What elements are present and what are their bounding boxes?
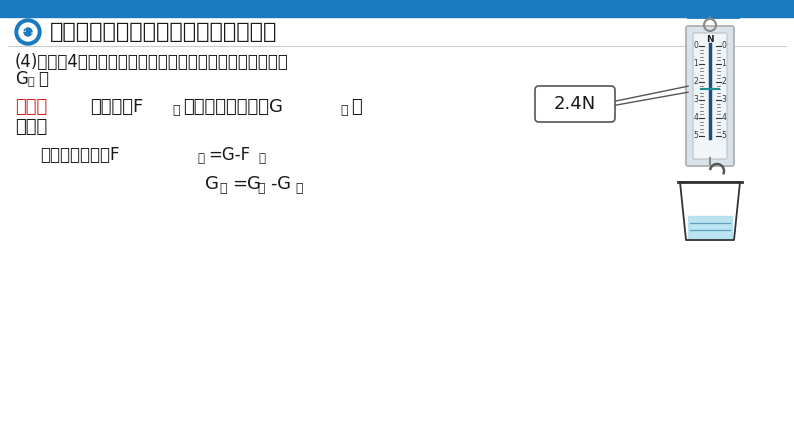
Text: 3: 3 [722, 96, 727, 105]
Text: 如何求出F: 如何求出F [90, 98, 143, 116]
Text: 排: 排 [219, 181, 226, 194]
Circle shape [15, 19, 41, 45]
Text: =G-F: =G-F [208, 146, 250, 164]
FancyBboxPatch shape [686, 26, 734, 166]
Text: 2: 2 [722, 77, 727, 87]
Text: 桶: 桶 [295, 181, 303, 194]
Text: 1: 1 [694, 59, 699, 68]
Polygon shape [680, 182, 740, 240]
Text: 思考：: 思考： [15, 98, 48, 116]
Text: G: G [205, 175, 219, 193]
FancyBboxPatch shape [535, 86, 615, 122]
Text: N: N [706, 34, 714, 43]
Bar [0, 0, 794, 17]
Text: 由称重法可知，F: 由称重法可知，F [40, 146, 120, 164]
Circle shape [24, 28, 32, 36]
Text: 验: 验 [30, 32, 33, 38]
Text: 浮: 浮 [172, 104, 179, 117]
Text: 大小？: 大小？ [15, 118, 48, 136]
Text: 示: 示 [258, 152, 265, 164]
Text: 图4: 图4 [715, 218, 735, 236]
Text: 3: 3 [694, 96, 699, 105]
Text: 0: 0 [722, 42, 727, 51]
Text: 5: 5 [722, 131, 727, 140]
Text: (4)、如图4所示，用弹簧测力计测出承接了水后杯子的总重: (4)、如图4所示，用弹簧测力计测出承接了水后杯子的总重 [15, 53, 289, 71]
Text: G: G [15, 70, 28, 88]
Text: -G: -G [270, 175, 291, 193]
Text: 的: 的 [351, 98, 362, 116]
Text: =G: =G [232, 175, 261, 193]
Text: 5: 5 [694, 131, 699, 140]
Text: 排: 排 [340, 104, 348, 117]
FancyBboxPatch shape [693, 33, 727, 159]
Text: 。: 。 [38, 70, 48, 88]
Text: 0: 0 [694, 42, 699, 51]
Text: 实: 实 [22, 26, 25, 32]
Text: 2: 2 [694, 77, 699, 87]
Text: 探究浮力的大小跟排开液体重力的关系: 探究浮力的大小跟排开液体重力的关系 [50, 22, 277, 42]
Text: 总: 总 [257, 181, 264, 194]
Text: 2.4N: 2.4N [554, 95, 596, 113]
Text: 总: 总 [27, 77, 33, 87]
Text: 的大小？如何求出G: 的大小？如何求出G [183, 98, 283, 116]
Text: 1: 1 [722, 59, 727, 68]
Text: 4: 4 [722, 114, 727, 122]
Circle shape [19, 23, 37, 41]
Text: 4: 4 [694, 114, 699, 122]
Polygon shape [688, 215, 732, 238]
Text: 浮: 浮 [197, 152, 204, 164]
